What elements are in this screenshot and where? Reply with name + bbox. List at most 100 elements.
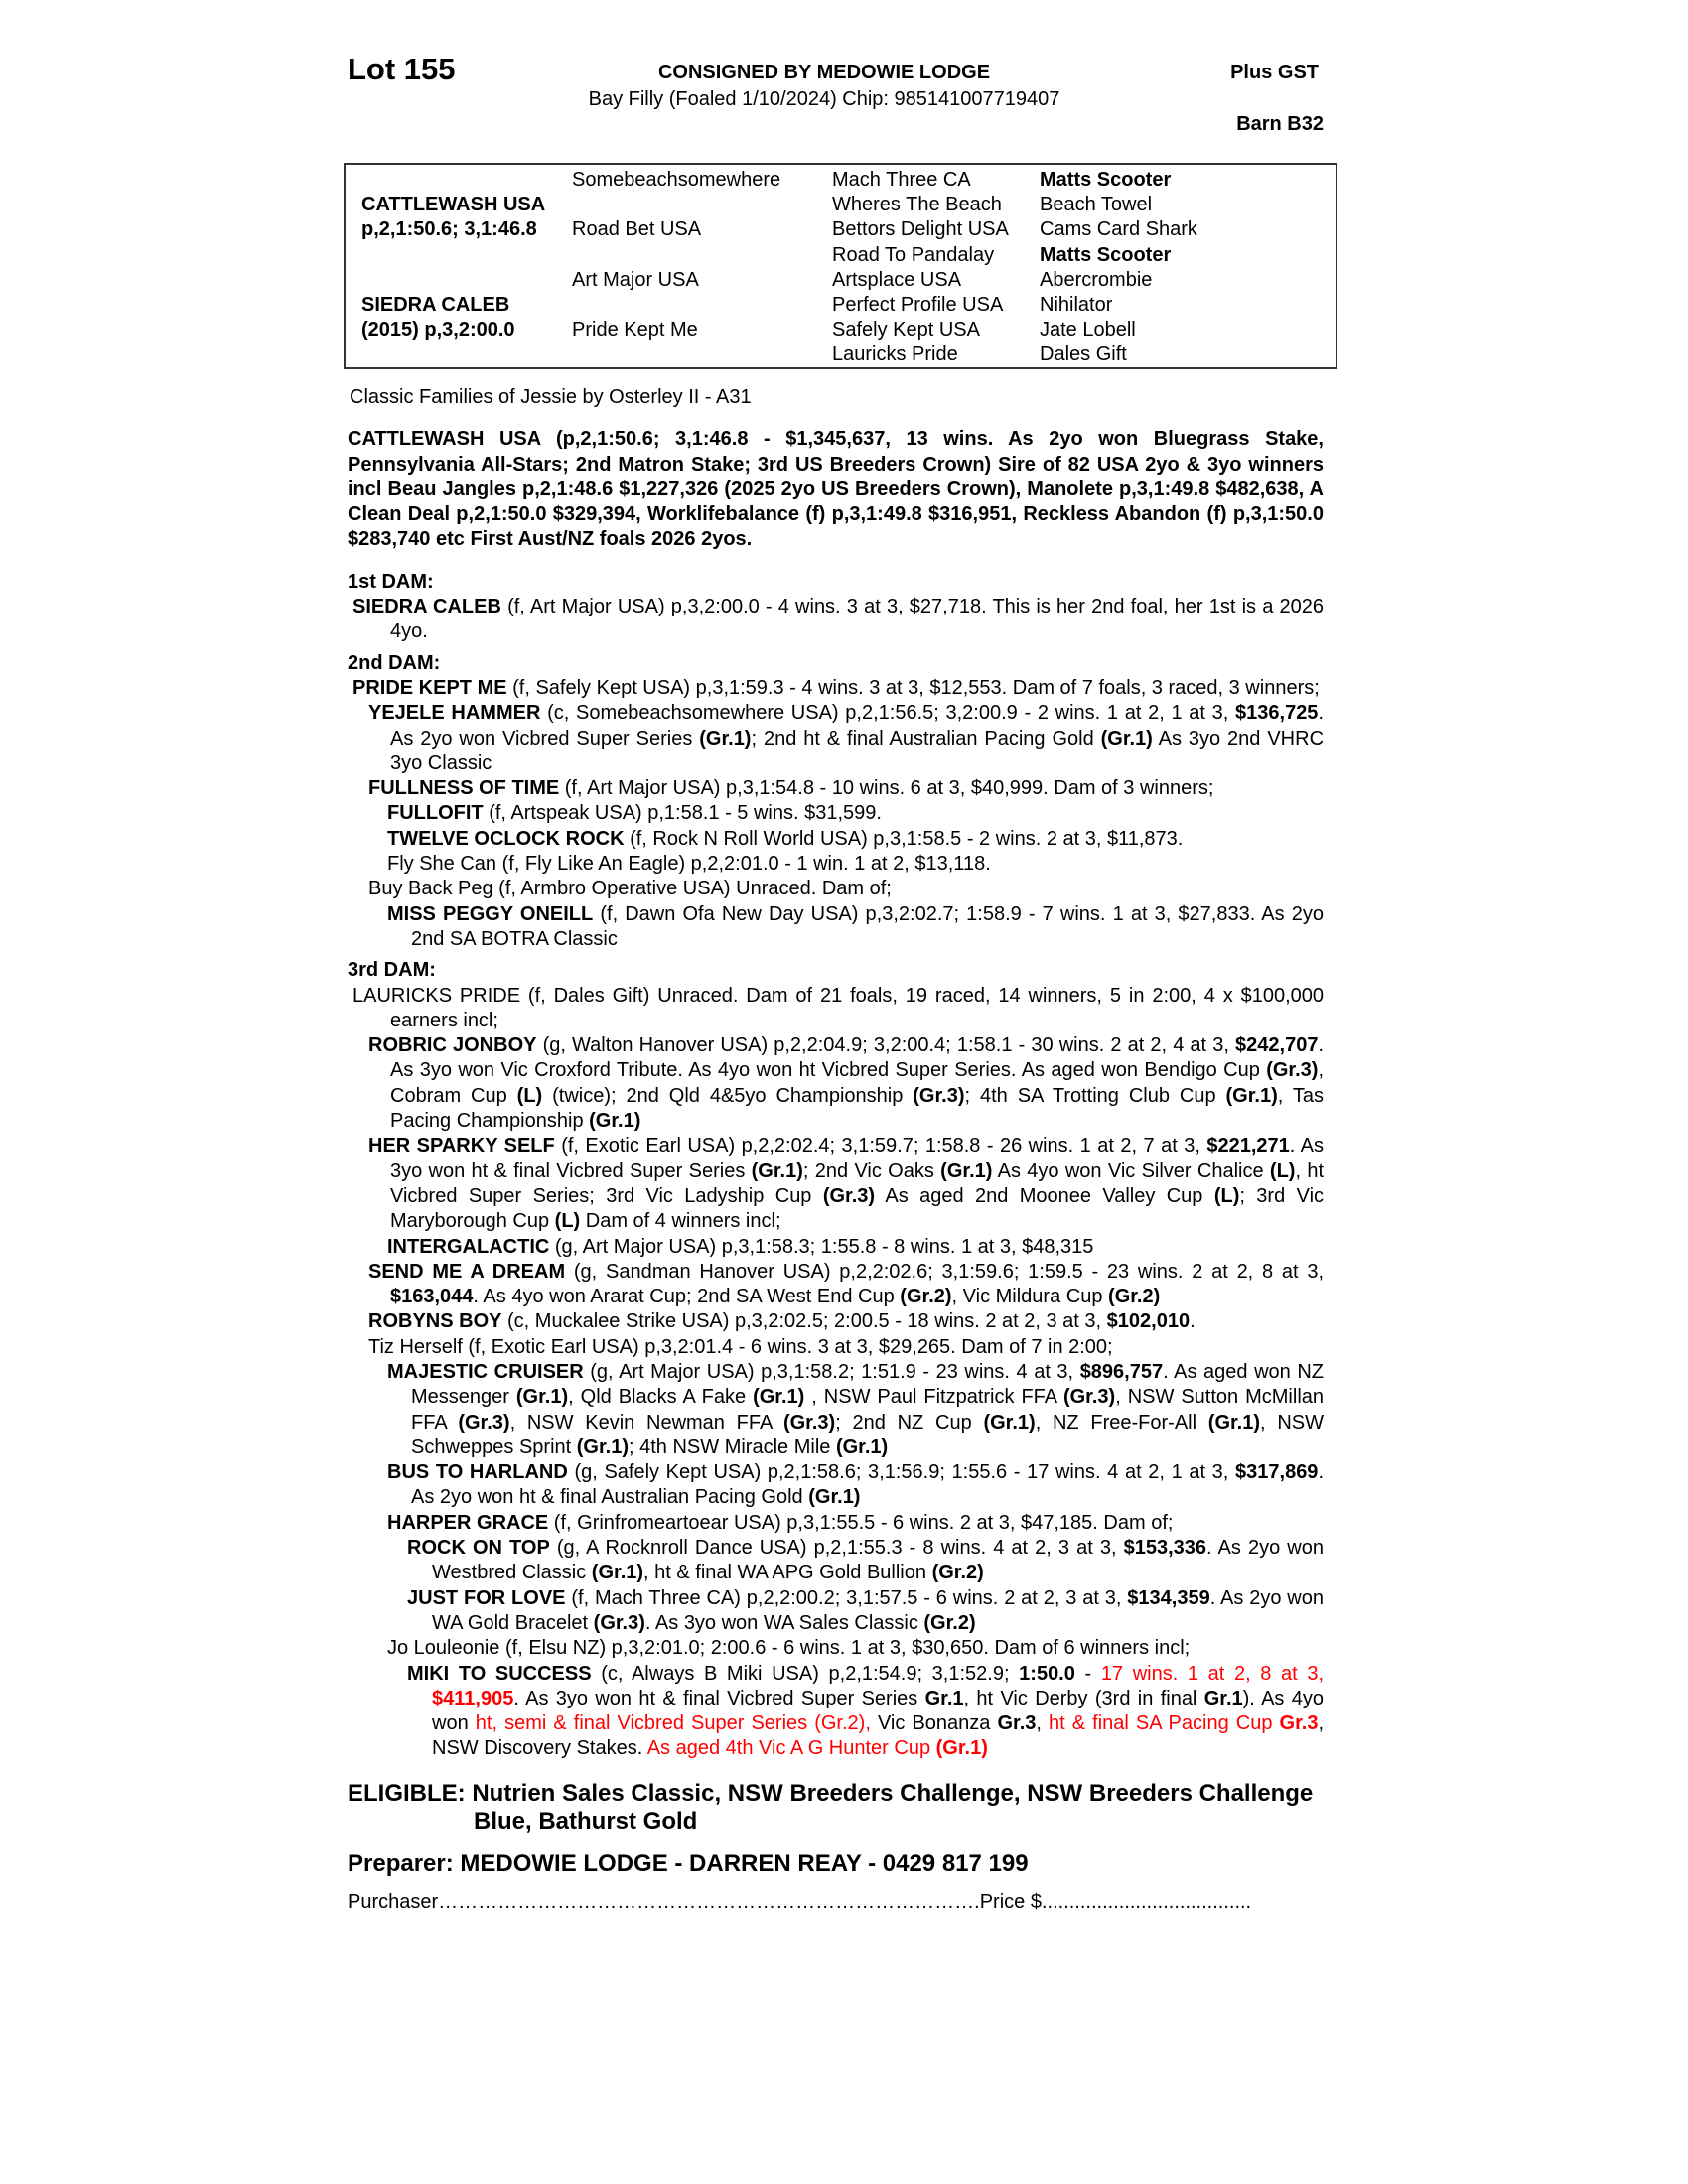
pedigree-entry: INTERGALACTIC (g, Art Major USA) p,3,1:5… <box>348 1235 1324 1260</box>
pedigree-gen4: Matts Scooter <box>1040 169 1172 191</box>
pedigree-entry: Fly She Can (f, Fly Like An Eagle) p,2,2… <box>348 852 1324 877</box>
entry-text: (c, Somebeachsomewhere USA) p,2,1:56.5; … <box>540 702 1236 725</box>
sire-summary: CATTLEWASH USA (p,2,1:50.6; 3,1:46.8 - $… <box>348 428 1324 551</box>
pedigree-gen3: Bettors Delight USA <box>832 218 1009 241</box>
section-heading: 2nd DAM: <box>348 651 441 674</box>
bold-text: $134,359 <box>1127 1586 1210 1609</box>
bold-text: (Gr.1) <box>589 1110 641 1133</box>
entry-text: Buy Back Peg (f, Armbro Operative USA) U… <box>368 878 892 900</box>
eligibility: ELIGIBLE: Nutrien Sales Classic, NSW Bre… <box>348 1779 1314 1835</box>
bold-text: (Gr.2) <box>900 1286 952 1308</box>
entry-text: (g, Walton Hanover USA) p,2,2:04.9; 3,2:… <box>536 1034 1236 1057</box>
bold-text: (Gr.1) <box>699 727 752 750</box>
bold-text: PRIDE KEPT ME <box>352 676 507 699</box>
barn-number: Barn B32 <box>1236 113 1324 135</box>
entry-text: . As 4yo won Ararat Cup; 2nd SA West End… <box>473 1286 901 1308</box>
entry-text: , Tas Pacing Championship <box>390 1084 1325 1133</box>
entry-text: ; 4th NSW Miracle Mile <box>629 1435 836 1458</box>
entry-text: (f, Grinfromeartoear USA) p,3,1:55.5 - 6… <box>548 1511 1174 1534</box>
bold-text: $896,757 <box>1079 1360 1164 1383</box>
entry-text: ; 2nd Vic Oaks <box>802 1160 941 1182</box>
highlighted-text: ht & final SA Pacing Cup <box>1049 1712 1280 1735</box>
entry-text: ; 2nd NZ Cup <box>835 1411 984 1433</box>
entry-text: , NZ Free-For-All <box>1035 1411 1208 1433</box>
entry-text: As aged 2nd Moonee Valley Cup <box>875 1184 1214 1207</box>
entry-text: (f, Art Major USA) p,3,1:54.8 - 10 wins.… <box>559 777 1214 800</box>
entry-text: ; 2nd ht & final Australian Pacing Gold <box>751 727 1101 750</box>
entry-text: (f, Rock N Roll World USA) p,3,1:58.5 - … <box>624 827 1184 850</box>
entry-text: , Vic Mildura Cup <box>951 1286 1109 1308</box>
gst-note: Plus GST <box>1230 62 1319 83</box>
bold-text: MAJESTIC CRUISER <box>387 1360 584 1383</box>
bold-text: BUS TO HARLAND <box>387 1461 568 1484</box>
pedigree-gen2: Somebeachsomewhere <box>572 169 781 191</box>
bold-text: ROBRIC JONBOY <box>368 1034 537 1057</box>
entry-text: . As 3yo won WA Sales Classic <box>644 1611 924 1634</box>
pedigree-entry: Buy Back Peg (f, Armbro Operative USA) U… <box>348 877 1324 901</box>
bold-text: (Gr.2) <box>1108 1286 1161 1308</box>
bold-text: TWELVE OCLOCK ROCK <box>387 827 625 850</box>
entry-text: (twice); 2nd Qld 4&5yo Championship <box>542 1084 914 1107</box>
bold-text: ROBYNS BOY <box>368 1310 502 1333</box>
bold-text: SIEDRA CALEB <box>352 596 501 618</box>
entry-text: As 3yo 2nd VHRC 3yo Classic <box>390 727 1325 774</box>
bold-text: (Gr.1) <box>1207 1411 1261 1433</box>
bold-text: (Gr.1) <box>576 1435 630 1458</box>
bold-text: (Gr.3) <box>458 1411 510 1433</box>
entry-text: . <box>1190 1310 1196 1333</box>
bold-text: (Gr.1) <box>940 1160 993 1182</box>
dam-name: SIEDRA CALEB <box>361 293 510 316</box>
bold-text: $242,707 <box>1235 1034 1319 1057</box>
entry-text: , ht Vic Derby (3rd in final <box>963 1687 1204 1709</box>
pedigree-gen2: Pride Kept Me <box>572 319 698 341</box>
pedigree-entry: MAJESTIC CRUISER (g, Art Major USA) p,3,… <box>348 1360 1324 1460</box>
bold-text: FULLNESS OF TIME <box>368 777 560 800</box>
entry-text: (f, Art Major USA) p,3,2:00.0 - 4 wins. … <box>390 596 1324 643</box>
bold-text: INTERGALACTIC <box>387 1235 550 1258</box>
entry-text: - <box>1074 1662 1101 1685</box>
entry-text: . As 3yo won ht & final Vicbred Super Se… <box>513 1687 925 1709</box>
entry-text: (g, Art Major USA) p,3,1:58.3; 1:55.8 - … <box>549 1235 1094 1258</box>
bold-text: $221,271 <box>1206 1135 1290 1158</box>
bold-text: (Gr.1) <box>751 1160 803 1182</box>
entry-text: . As aged won NZ Messenger <box>411 1360 1324 1409</box>
bold-text: FULLOFIT <box>387 802 484 825</box>
catalogue-body: Classic Families of Jessie by Osterley I… <box>348 385 1324 1915</box>
pedigree-entry: ROBYNS BOY (c, Muckalee Strike USA) p,3,… <box>348 1309 1324 1334</box>
pedigree-entry: MISS PEGGY ONEILL (f, Dawn Ofa New Day U… <box>348 902 1324 953</box>
entry-text: , <box>1036 1712 1050 1735</box>
bold-text: (Gr.3) <box>1062 1386 1116 1409</box>
bold-text: 1:50.0 <box>1019 1662 1075 1685</box>
entry-text: . As 3yo won Vic Croxford Tribute. As 4y… <box>390 1034 1325 1082</box>
sire-record: p,2,1:50.6; 3,1:46.8 <box>361 218 537 241</box>
price-field[interactable]: Price $.................................… <box>979 1891 1252 1914</box>
family-line: Classic Families of Jessie by Osterley I… <box>350 386 752 408</box>
bold-text: (L) <box>1269 1160 1296 1182</box>
entry-text: Jo Louleonie (f, Elsu NZ) p,3,2:01.0; 2:… <box>387 1637 1191 1660</box>
pedigree-gen4: Beach Towel <box>1040 194 1153 216</box>
bold-text: (Gr.3) <box>913 1084 965 1107</box>
pedigree-entry: Jo Louleonie (f, Elsu NZ) p,3,2:01.0; 2:… <box>348 1636 1324 1661</box>
pedigree-entry: BUS TO HARLAND (g, Safely Kept USA) p,2,… <box>348 1460 1324 1511</box>
entry-text: , NSW Schweppes Sprint <box>411 1411 1324 1458</box>
pedigree-gen3: Wheres The Beach <box>832 194 1002 216</box>
bold-text: $317,869 <box>1235 1461 1319 1484</box>
pedigree-entry: YEJELE HAMMER (c, Somebeachsomewhere USA… <box>348 701 1324 776</box>
entry-text: (g, A Rocknroll Dance USA) p,2,1:55.3 - … <box>549 1537 1124 1560</box>
section-heading: 3rd DAM: <box>348 959 436 982</box>
pedigree-gen4: Cams Card Shark <box>1040 218 1197 241</box>
bold-text: YEJELE HAMMER <box>368 702 541 725</box>
entry-text: , ht & final WA APG Gold Bullion <box>643 1562 932 1584</box>
bold-text: $163,044 <box>390 1286 474 1308</box>
pedigree-entry: FULLOFIT (f, Artspeak USA) p,1:58.1 - 5 … <box>348 801 1324 826</box>
bold-text: (Gr.3) <box>782 1411 836 1433</box>
entry-text: , NSW Discovery Stakes. <box>432 1712 1325 1760</box>
pedigree-gen3: Perfect Profile USA <box>832 293 1004 316</box>
purchaser-field[interactable]: Purchaser………………………………………………………………………. <box>348 1891 980 1914</box>
lot-number: Lot 155 <box>348 52 456 86</box>
entry-text: (g, Sandman Hanover USA) p,2,2:02.6; 3,1… <box>565 1260 1324 1283</box>
entry-text: , Qld Blacks A Fake <box>568 1386 754 1409</box>
bold-text: (Gr.1) <box>983 1411 1036 1433</box>
entry-text: , ht Vicbred Super Series; 3rd Vic Ladys… <box>390 1160 1324 1207</box>
pedigree-entry: SEND ME A DREAM (g, Sandman Hanover USA)… <box>348 1260 1324 1310</box>
